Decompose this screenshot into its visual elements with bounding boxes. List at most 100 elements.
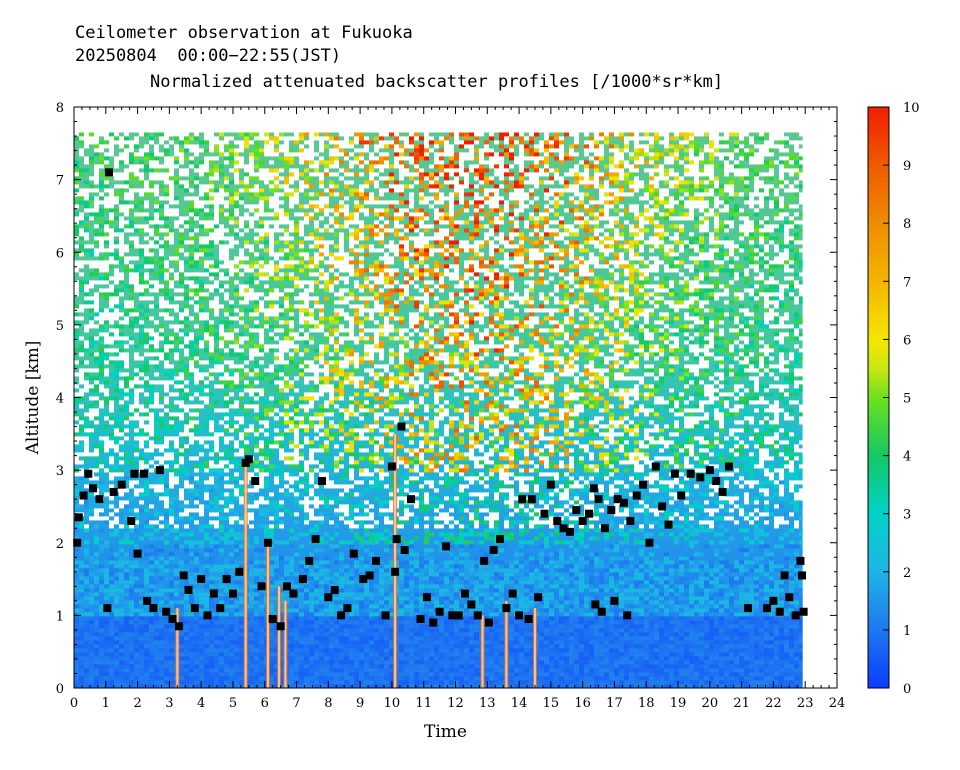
cloud-base-point bbox=[89, 484, 98, 493]
cloud-base-point bbox=[133, 549, 142, 558]
cloud-base-point bbox=[190, 604, 199, 613]
x-tick-label: 8 bbox=[324, 696, 332, 711]
cloud-base-point bbox=[572, 506, 581, 515]
cloud-base-point bbox=[372, 556, 381, 565]
cloud-base-point bbox=[467, 600, 476, 609]
cloud-base-point bbox=[639, 480, 648, 489]
x-tick-label: 2 bbox=[133, 696, 141, 711]
x-axis-label: Time bbox=[424, 722, 467, 742]
cloud-base-point bbox=[244, 455, 253, 464]
cloud-base-point bbox=[534, 593, 543, 602]
colorbar-tick-label: 10 bbox=[903, 101, 920, 116]
cloud-base-point bbox=[289, 589, 298, 598]
cloud-base-point bbox=[546, 480, 555, 489]
cloud-base-point bbox=[317, 477, 326, 486]
cloud-base-point bbox=[392, 535, 401, 544]
cloud-base-point bbox=[359, 575, 368, 584]
x-tick-label: 9 bbox=[356, 696, 364, 711]
x-tick-label: 21 bbox=[733, 696, 750, 711]
cloud-base-point bbox=[524, 615, 533, 624]
cloud-base-point bbox=[104, 168, 113, 177]
x-tick-label: 16 bbox=[574, 696, 591, 711]
y-tick-label: 7 bbox=[56, 174, 64, 189]
cloud-base-point bbox=[651, 462, 660, 471]
x-tick-label: 18 bbox=[638, 696, 655, 711]
cloud-base-point bbox=[311, 535, 320, 544]
cloud-base-point bbox=[540, 509, 549, 518]
cloud-base-point bbox=[798, 571, 807, 580]
x-tick-label: 5 bbox=[229, 696, 237, 711]
cloud-base-point bbox=[763, 604, 772, 613]
x-tick-label: 10 bbox=[384, 696, 401, 711]
chart-title: Ceilometer observation at Fukuoka 202508… bbox=[75, 22, 413, 68]
cloud-base-point bbox=[775, 607, 784, 616]
cloud-base-point bbox=[658, 502, 667, 511]
cloud-base-point bbox=[283, 582, 292, 591]
cloud-base-point bbox=[149, 604, 158, 613]
cloud-base-point bbox=[209, 589, 218, 598]
y-tick-label: 1 bbox=[56, 609, 64, 624]
cloud-base-point bbox=[448, 611, 457, 620]
cloud-base-point bbox=[585, 509, 594, 518]
cloud-base-point bbox=[103, 604, 112, 613]
y-tick-label: 0 bbox=[56, 682, 64, 697]
cloud-base-point bbox=[696, 473, 705, 482]
cloud-base-point bbox=[174, 622, 183, 631]
cloud-base-point bbox=[705, 466, 714, 475]
rain-streak-core bbox=[505, 600, 508, 688]
cloud-base-point bbox=[251, 477, 260, 486]
cloud-base-point bbox=[416, 615, 425, 624]
x-tick-label: 19 bbox=[670, 696, 687, 711]
rain-streak-core bbox=[244, 462, 247, 688]
cloud-base-point bbox=[84, 469, 93, 478]
cloud-base-point bbox=[613, 495, 622, 504]
x-tick-label: 22 bbox=[765, 696, 782, 711]
cloud-base-point bbox=[422, 593, 431, 602]
y-tick-label: 4 bbox=[56, 392, 64, 407]
cloud-base-point bbox=[480, 556, 489, 565]
chart-subtitle: Normalized attenuated backscatter profil… bbox=[150, 72, 724, 92]
cloud-base-point bbox=[216, 604, 225, 613]
colorbar-tick-label: 5 bbox=[903, 392, 911, 407]
x-tick-label: 12 bbox=[447, 696, 464, 711]
rain-streak-core bbox=[266, 542, 269, 688]
cloud-base-point bbox=[298, 575, 307, 584]
cloud-base-point bbox=[591, 600, 600, 609]
cloud-base-point bbox=[626, 516, 635, 525]
x-tick-label: 4 bbox=[197, 696, 205, 711]
colorbar-tick-label: 2 bbox=[903, 566, 911, 581]
cloud-base-point bbox=[597, 607, 606, 616]
title-line-2: 20250804 00:00−22:55(JST) bbox=[75, 46, 342, 66]
cloud-base-point bbox=[397, 422, 406, 431]
cloud-base-point bbox=[235, 567, 244, 576]
cloud-base-point bbox=[796, 556, 805, 565]
cloud-base-point bbox=[461, 589, 470, 598]
cloud-base-point bbox=[610, 596, 619, 605]
y-tick-label: 2 bbox=[56, 537, 64, 552]
cloud-base-point bbox=[155, 466, 164, 475]
cloud-base-point bbox=[496, 535, 505, 544]
cloud-base-point bbox=[553, 516, 562, 525]
y-tick-label: 6 bbox=[56, 246, 64, 261]
cloud-base-point bbox=[686, 469, 695, 478]
colorbar-tick-label: 4 bbox=[903, 450, 911, 465]
cloud-base-point bbox=[607, 506, 616, 515]
cloud-base-point bbox=[74, 513, 83, 522]
cloud-base-point bbox=[785, 593, 794, 602]
cloud-base-point bbox=[79, 491, 88, 500]
cloud-base-point bbox=[127, 516, 136, 525]
cloud-base-point bbox=[391, 567, 400, 576]
cloud-base-point bbox=[578, 516, 587, 525]
cloud-base-point bbox=[162, 607, 171, 616]
heatmap-cells bbox=[74, 132, 803, 688]
cloud-base-point bbox=[645, 538, 654, 547]
x-tick-label: 7 bbox=[292, 696, 300, 711]
x-tick-label: 15 bbox=[543, 696, 560, 711]
cloud-base-point bbox=[718, 487, 727, 496]
cloud-base-point bbox=[508, 589, 517, 598]
cloud-base-point bbox=[130, 469, 139, 478]
cloud-base-point bbox=[324, 593, 333, 602]
cloud-base-point bbox=[330, 585, 339, 594]
cloud-base-point bbox=[257, 582, 266, 591]
cloud-base-point bbox=[400, 546, 409, 555]
